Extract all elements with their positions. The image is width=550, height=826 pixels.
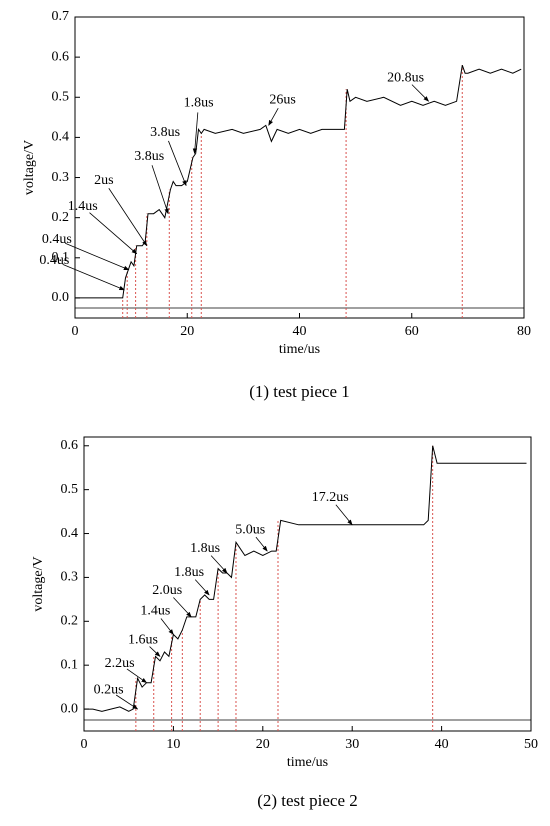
voltage-line bbox=[75, 65, 522, 299]
plot-frame bbox=[83, 436, 532, 732]
y-tick-label: 0.7 bbox=[52, 9, 70, 24]
annotation: 2.2us bbox=[105, 656, 135, 671]
x-tick-label: 80 bbox=[517, 324, 531, 339]
voltage-line bbox=[84, 445, 527, 712]
y-tick-label: 0.3 bbox=[61, 570, 79, 585]
x-tick-label: 20 bbox=[256, 737, 270, 752]
y-tick-label: 0.0 bbox=[52, 290, 70, 305]
x-tick-label: 0 bbox=[72, 324, 79, 339]
annotation-arrow bbox=[411, 84, 429, 102]
x-axis-label: time/us bbox=[287, 755, 328, 770]
annotation-arrow bbox=[89, 212, 138, 255]
x-tick-label: 10 bbox=[166, 737, 180, 752]
annotation: 0.2us bbox=[94, 682, 124, 697]
annotation-arrow bbox=[173, 597, 192, 618]
x-tick-label: 40 bbox=[435, 737, 449, 752]
annotation-arrow bbox=[151, 165, 169, 215]
caption: (2) test piece 2 bbox=[257, 791, 358, 810]
annotation: 1.4us bbox=[68, 199, 98, 214]
annotation: 1.6us bbox=[128, 633, 158, 648]
annotation: 2.0us bbox=[152, 583, 182, 598]
caption: (1) test piece 1 bbox=[249, 382, 350, 401]
y-tick-label: 0.1 bbox=[61, 657, 79, 672]
annotation-arrow bbox=[168, 140, 187, 187]
annotation-arrow bbox=[149, 646, 161, 657]
annotation: 3.8us bbox=[150, 125, 180, 140]
annotation-arrow bbox=[65, 242, 130, 271]
annotation: 1.8us bbox=[190, 541, 220, 556]
x-tick-label: 40 bbox=[293, 324, 307, 339]
x-axis-label: time/us bbox=[279, 342, 320, 357]
annotation-arrow bbox=[192, 112, 199, 155]
x-tick-label: 0 bbox=[81, 737, 88, 752]
annotation-arrow bbox=[108, 188, 148, 247]
y-axis-label: voltage/V bbox=[31, 556, 46, 611]
annotation-arrow bbox=[268, 108, 279, 126]
y-tick-label: 0.3 bbox=[52, 170, 70, 185]
annotation-arrow bbox=[62, 263, 125, 291]
annotation: 2us bbox=[94, 173, 113, 188]
y-tick-label: 0.2 bbox=[61, 614, 79, 629]
x-tick-label: 50 bbox=[524, 737, 538, 752]
plot-frame bbox=[74, 16, 525, 319]
annotation-arrow bbox=[126, 668, 148, 684]
annotation: 17.2us bbox=[312, 490, 349, 505]
y-tick-label: 0.4 bbox=[52, 130, 70, 145]
annotation-arrow bbox=[160, 618, 174, 635]
y-tick-label: 0.0 bbox=[61, 701, 79, 716]
y-tick-label: 0.6 bbox=[61, 438, 79, 453]
annotation: 1.8us bbox=[184, 96, 214, 111]
x-tick-label: 20 bbox=[180, 324, 194, 339]
x-tick-label: 30 bbox=[345, 737, 359, 752]
x-tick-label: 60 bbox=[405, 324, 419, 339]
y-tick-label: 0.5 bbox=[61, 482, 79, 497]
annotation: 20.8us bbox=[387, 70, 424, 85]
annotation: 26us bbox=[269, 93, 295, 108]
y-tick-label: 0.5 bbox=[52, 89, 70, 104]
annotation-arrow bbox=[255, 536, 268, 552]
annotation: 0.4us bbox=[39, 253, 69, 268]
annotation: 0.4us bbox=[42, 232, 72, 247]
y-tick-label: 0.1 bbox=[52, 250, 70, 265]
annotation-arrow bbox=[210, 555, 228, 574]
annotation: 5.0us bbox=[235, 522, 265, 537]
annotation: 3.8us bbox=[134, 149, 164, 164]
annotation-arrow bbox=[115, 694, 139, 710]
y-tick-label: 0.6 bbox=[52, 49, 70, 64]
annotation-arrow bbox=[194, 579, 210, 596]
y-tick-label: 0.2 bbox=[52, 210, 70, 225]
y-tick-label: 0.4 bbox=[61, 526, 79, 541]
annotation: 1.8us bbox=[174, 565, 204, 580]
annotation-arrow bbox=[335, 504, 353, 526]
annotation: 1.4us bbox=[140, 604, 170, 619]
y-axis-label: voltage/V bbox=[22, 140, 37, 195]
